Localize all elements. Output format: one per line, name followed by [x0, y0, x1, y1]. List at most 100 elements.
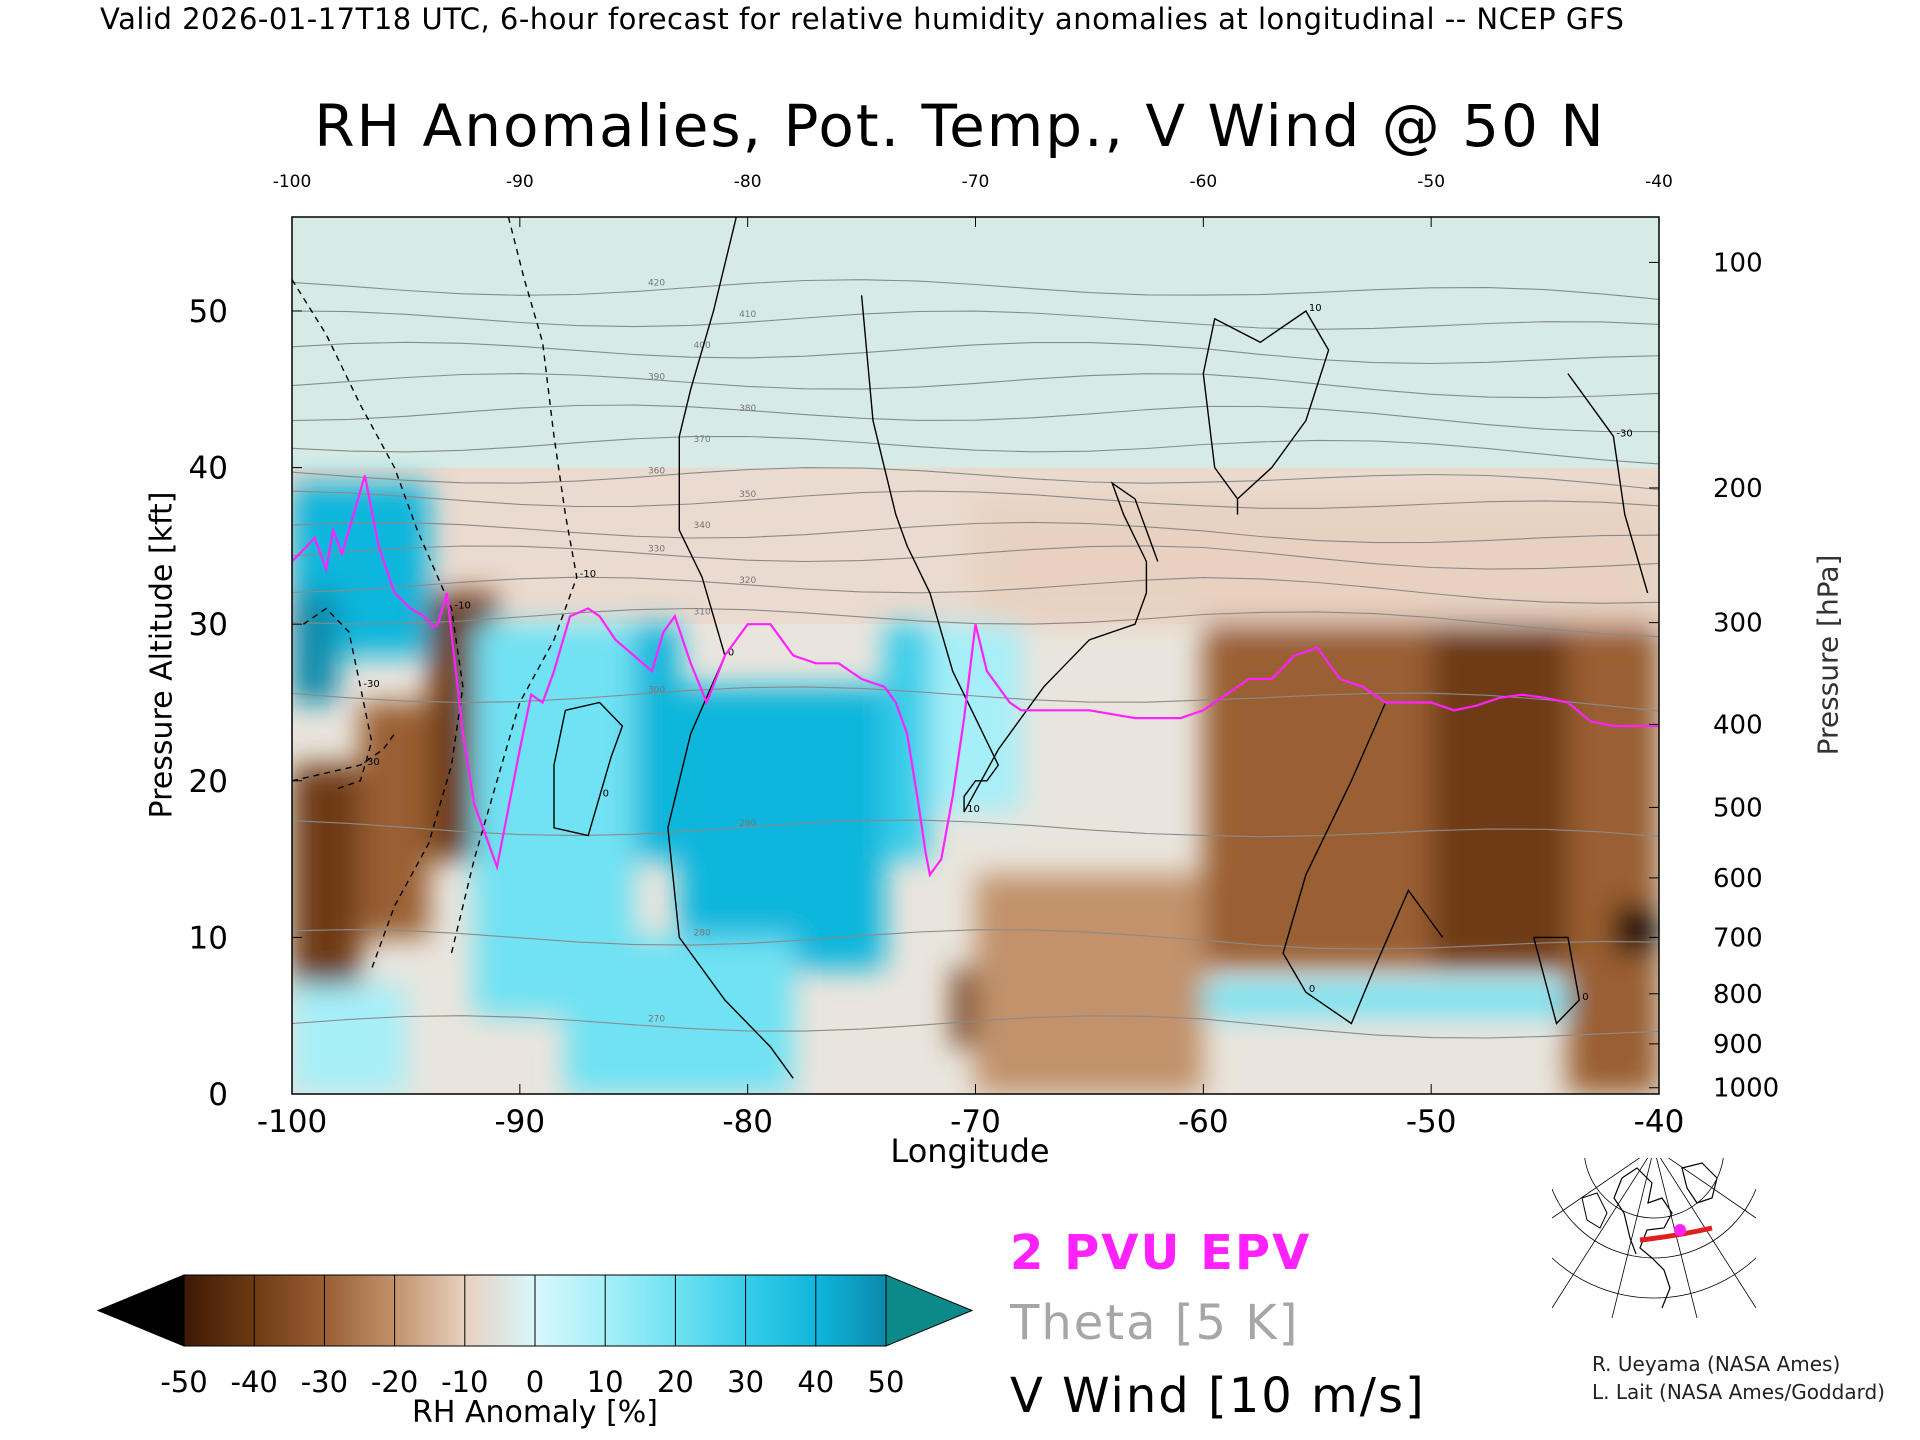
- vwind-line-6: [860, 295, 1159, 813]
- theta-label-390: 390: [648, 372, 665, 382]
- colorbar-segment-1: [254, 1275, 325, 1346]
- colorbar-over-arrow: [885, 1274, 974, 1347]
- y-tick-label-20: 20: [189, 764, 228, 800]
- colorbar-tick-50: 50: [868, 1365, 905, 1399]
- x-top-tick-label--50: -50: [1417, 172, 1445, 192]
- vwind-label-10: -30: [1616, 428, 1632, 439]
- theta-line-370: [292, 435, 1659, 465]
- vwind-label-3: -10: [580, 569, 596, 580]
- vwind-line-8: [1282, 702, 1444, 1025]
- colorbar-segment-6: [605, 1275, 676, 1346]
- vwind-line-0: [303, 607, 373, 790]
- pressure-tick-label-200: 200: [1713, 474, 1763, 504]
- x-axis-label: Longitude: [890, 1132, 1050, 1170]
- theta-line-330: [292, 545, 1659, 570]
- vwind-label-7: 10: [1309, 303, 1322, 314]
- theta-label-280: 280: [694, 928, 711, 938]
- colorbar-segment-5: [535, 1275, 606, 1346]
- theta-label-380: 380: [739, 404, 756, 414]
- rh-cell-13: [975, 874, 1204, 1094]
- rh-cell-17: [975, 498, 1659, 625]
- vwind-label-0: -30: [363, 679, 379, 690]
- rh-anomaly-field: [292, 483, 1659, 1094]
- rh-cell-1: [292, 765, 361, 985]
- x-tick-label--100: -100: [257, 1104, 327, 1140]
- theta-line-380: [292, 404, 1659, 433]
- rh-cell-15: [1431, 624, 1568, 969]
- colorbar-segment-0: [184, 1275, 255, 1346]
- pressure-tick-label-700: 700: [1713, 923, 1763, 953]
- x-top-tick-label--90: -90: [506, 172, 534, 192]
- chart-title: RH Anomalies, Pot. Temp., V Wind @ 50 N: [314, 92, 1606, 160]
- colorbar-under-arrow: [96, 1274, 185, 1347]
- x-top-tick-label--70: -70: [962, 172, 990, 192]
- y-axis-label-altitude: Pressure Altitude [kft]: [144, 491, 180, 819]
- colorbar-tick--10: -10: [441, 1365, 488, 1399]
- x-tick-label--70: -70: [950, 1104, 1001, 1140]
- theta-line-340: [292, 521, 1659, 544]
- x-top-tick-label--100: -100: [273, 172, 312, 192]
- rh-cell-9: [565, 937, 794, 1094]
- vwind-label-1: -30: [363, 757, 379, 768]
- x-top-tick-label--40: -40: [1645, 172, 1673, 192]
- colorbar-segment-3: [394, 1275, 466, 1346]
- credit-line-1: R. Ueyama (NASA Ames): [1592, 1352, 1841, 1376]
- theta-label-350: 350: [739, 490, 756, 500]
- pressure-tick-label-600: 600: [1713, 864, 1763, 894]
- x-top-tick-label--80: -80: [734, 172, 762, 192]
- theta-line-400: [292, 341, 1659, 365]
- theta-line-280: [292, 929, 1659, 950]
- colorbar-tick-30: 30: [727, 1365, 764, 1399]
- colorbar-segment-9: [815, 1275, 887, 1346]
- y-tick-label-0: 0: [208, 1077, 228, 1113]
- header-line: Valid 2026-01-17T18 UTC, 6-hour forecast…: [100, 2, 1625, 36]
- vwind-line-10: [1567, 373, 1649, 594]
- epv-2pvu-line: [292, 475, 1659, 878]
- colorbar-tick-40: 40: [797, 1365, 834, 1399]
- y-tick-label-30: 30: [189, 607, 228, 643]
- colorbar-tick--20: -20: [371, 1365, 418, 1399]
- colorbar-segment-4: [464, 1275, 536, 1346]
- pressure-tick-label-300: 300: [1713, 609, 1763, 639]
- vwind-line-5: [553, 701, 624, 837]
- colorbar-tick--40: -40: [231, 1365, 278, 1399]
- pressure-tick-label-100: 100: [1713, 248, 1763, 278]
- legend-epv: 2 PVU EPV: [1010, 1225, 1312, 1281]
- theta-line-350: [292, 490, 1659, 509]
- colorbar: -50 -40 -30 -20 -10 0 10 20 30 40 50: [96, 1274, 974, 1399]
- rh-cell-14: [1203, 624, 1432, 969]
- locator-map: [1552, 1158, 1756, 1318]
- x-tick-label--60: -60: [1178, 1104, 1229, 1140]
- vwind-label-2: -10: [454, 601, 470, 612]
- theta-line-390: [292, 373, 1659, 399]
- x-tick-label--80: -80: [722, 1104, 773, 1140]
- vwind-label-5: 0: [603, 788, 609, 799]
- rh-cell-4: [292, 592, 338, 703]
- theta-line-360: [292, 467, 1659, 491]
- theta-line-270: [292, 1015, 1659, 1039]
- pressure-tick-label-500: 500: [1713, 793, 1763, 823]
- colorbar-segment-8: [745, 1275, 817, 1346]
- vwind-line-3: [450, 217, 578, 954]
- vwind-line-2: [292, 279, 464, 969]
- theta-line-290: [292, 819, 1659, 838]
- rh-cell-16: [1203, 984, 1568, 1016]
- theta-label-400: 400: [694, 341, 711, 351]
- colorbar-label: RH Anomaly [%]: [412, 1395, 658, 1430]
- pressure-tick-label-800: 800: [1713, 980, 1763, 1010]
- colorbar-tick--30: -30: [301, 1365, 348, 1399]
- theta-label-270: 270: [648, 1015, 665, 1025]
- vwind-contours: -30 -30 -10 -10 0 0 10 10 0 0 -30: [292, 217, 1649, 1079]
- theta-label-360: 360: [648, 466, 665, 476]
- y-axis-label-pressure: Pressure [hPa]: [1811, 554, 1845, 756]
- theta-label-300: 300: [648, 686, 665, 696]
- colorbar-tick-10: 10: [587, 1365, 624, 1399]
- theta-line-310: [292, 607, 1659, 638]
- y-tick-label-10: 10: [189, 920, 228, 956]
- legend-theta: Theta [5 K]: [1010, 1295, 1300, 1351]
- y-tick-label-50: 50: [189, 294, 228, 330]
- theta-label-420: 420: [648, 278, 665, 288]
- rh-cell-2: [360, 702, 429, 938]
- vwind-label-6: 10: [967, 804, 980, 815]
